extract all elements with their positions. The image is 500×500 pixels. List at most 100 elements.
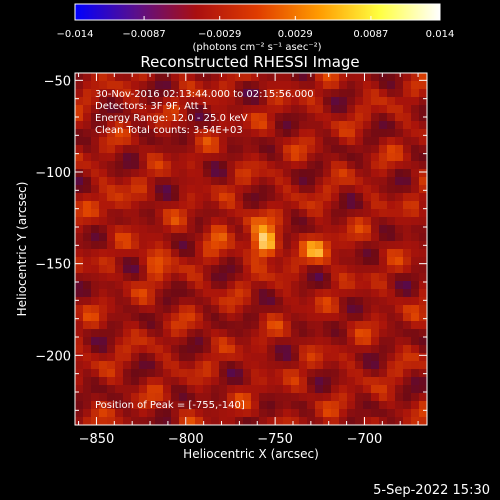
heatmap-pixel xyxy=(219,273,228,282)
heatmap-pixel xyxy=(283,153,292,162)
heatmap-pixel xyxy=(419,153,427,162)
heatmap-pixel xyxy=(91,145,100,154)
heatmap-pixel xyxy=(267,145,276,154)
heatmap-pixel xyxy=(99,297,108,306)
heatmap-pixel xyxy=(363,73,372,82)
heatmap-pixel xyxy=(155,217,164,226)
heatmap-pixel xyxy=(75,393,84,402)
heatmap-pixel xyxy=(403,129,412,138)
heatmap-pixel xyxy=(115,385,124,394)
heatmap-pixel xyxy=(187,273,196,282)
heatmap-pixel xyxy=(91,321,100,330)
heatmap-pixel xyxy=(243,369,252,378)
heatmap-pixel xyxy=(91,353,100,362)
heatmap-pixel xyxy=(155,369,164,378)
heatmap-pixel xyxy=(347,273,356,282)
heatmap-pixel xyxy=(371,161,380,170)
heatmap-pixel xyxy=(283,297,292,306)
heatmap-pixel xyxy=(299,105,308,114)
heatmap-pixel xyxy=(75,401,84,410)
heatmap-pixel xyxy=(331,385,340,394)
heatmap-pixel xyxy=(115,81,124,90)
heatmap-pixel xyxy=(267,361,276,370)
heatmap-pixel xyxy=(259,177,268,186)
heatmap-pixel xyxy=(227,193,236,202)
heatmap-pixel xyxy=(179,121,188,130)
heatmap-pixel xyxy=(195,89,204,98)
heatmap-pixel xyxy=(147,353,156,362)
heatmap-pixel xyxy=(227,369,236,378)
heatmap-pixel xyxy=(139,321,148,330)
heatmap-pixel xyxy=(339,241,348,250)
heatmap-pixel xyxy=(355,313,364,322)
heatmap-pixel xyxy=(203,313,212,322)
heatmap-pixel xyxy=(299,121,308,130)
heatmap-pixel xyxy=(83,73,92,82)
heatmap-pixel xyxy=(99,385,108,394)
heatmap-pixel xyxy=(315,305,324,314)
heatmap-pixel xyxy=(395,185,404,194)
heatmap-pixel xyxy=(395,105,404,114)
heatmap-pixel xyxy=(419,313,427,322)
heatmap-pixel xyxy=(363,353,372,362)
heatmap-pixel xyxy=(395,97,404,106)
heatmap-pixel xyxy=(323,73,332,82)
heatmap-pixel xyxy=(235,209,244,218)
heatmap-pixel xyxy=(75,289,84,298)
heatmap-pixel xyxy=(83,409,92,418)
heatmap-pixel xyxy=(411,377,420,386)
heatmap-pixel xyxy=(315,329,324,338)
heatmap-pixel xyxy=(419,233,427,242)
heatmap-pixel xyxy=(299,313,308,322)
heatmap-pixel xyxy=(219,393,228,402)
heatmap-pixel xyxy=(371,153,380,162)
heatmap-pixel xyxy=(363,361,372,370)
heatmap-pixel xyxy=(259,201,268,210)
heatmap-pixel xyxy=(195,193,204,202)
heatmap-pixel xyxy=(251,217,260,226)
x-tick-label: −800 xyxy=(168,432,204,447)
heatmap-pixel xyxy=(307,161,316,170)
heatmap-pixel xyxy=(131,89,140,98)
heatmap-pixel xyxy=(275,345,284,354)
heatmap-pixel xyxy=(355,129,364,138)
heatmap-pixel xyxy=(403,105,412,114)
y-tick-label: −150 xyxy=(35,258,71,273)
heatmap-pixel xyxy=(139,241,148,250)
heatmap-pixel xyxy=(195,249,204,258)
heatmap-pixel xyxy=(195,73,204,82)
heatmap-pixel xyxy=(307,273,316,282)
heatmap-pixel xyxy=(363,401,372,410)
heatmap-pixel xyxy=(387,185,396,194)
heatmap-pixel xyxy=(275,241,284,250)
heatmap-pixel xyxy=(251,201,260,210)
heatmap-pixel xyxy=(323,209,332,218)
heatmap-pixel xyxy=(243,97,252,106)
heatmap-pixel xyxy=(403,361,412,370)
heatmap-pixel xyxy=(291,417,300,425)
heatmap-pixel xyxy=(99,209,108,218)
heatmap-pixel xyxy=(75,409,84,418)
heatmap-pixel xyxy=(147,257,156,266)
heatmap-pixel xyxy=(155,161,164,170)
heatmap-pixel xyxy=(355,145,364,154)
heatmap-pixel xyxy=(283,257,292,266)
heatmap-pixel xyxy=(83,169,92,178)
heatmap-pixel xyxy=(307,393,316,402)
heatmap-pixel xyxy=(139,393,148,402)
heatmap-pixel xyxy=(243,89,252,98)
heatmap-pixel xyxy=(211,289,220,298)
heatmap-pixel xyxy=(171,337,180,346)
heatmap-pixel xyxy=(355,289,364,298)
heatmap-pixel xyxy=(163,209,172,218)
heatmap-pixel xyxy=(355,265,364,274)
heatmap-pixel xyxy=(219,297,228,306)
heatmap-pixel xyxy=(227,353,236,362)
heatmap-pixel xyxy=(155,265,164,274)
heatmap-pixel xyxy=(227,417,236,425)
heatmap-pixel xyxy=(307,113,316,122)
heatmap-pixel xyxy=(139,185,148,194)
heatmap-pixel xyxy=(251,81,260,90)
heatmap-pixel xyxy=(83,345,92,354)
heatmap-pixel xyxy=(147,113,156,122)
